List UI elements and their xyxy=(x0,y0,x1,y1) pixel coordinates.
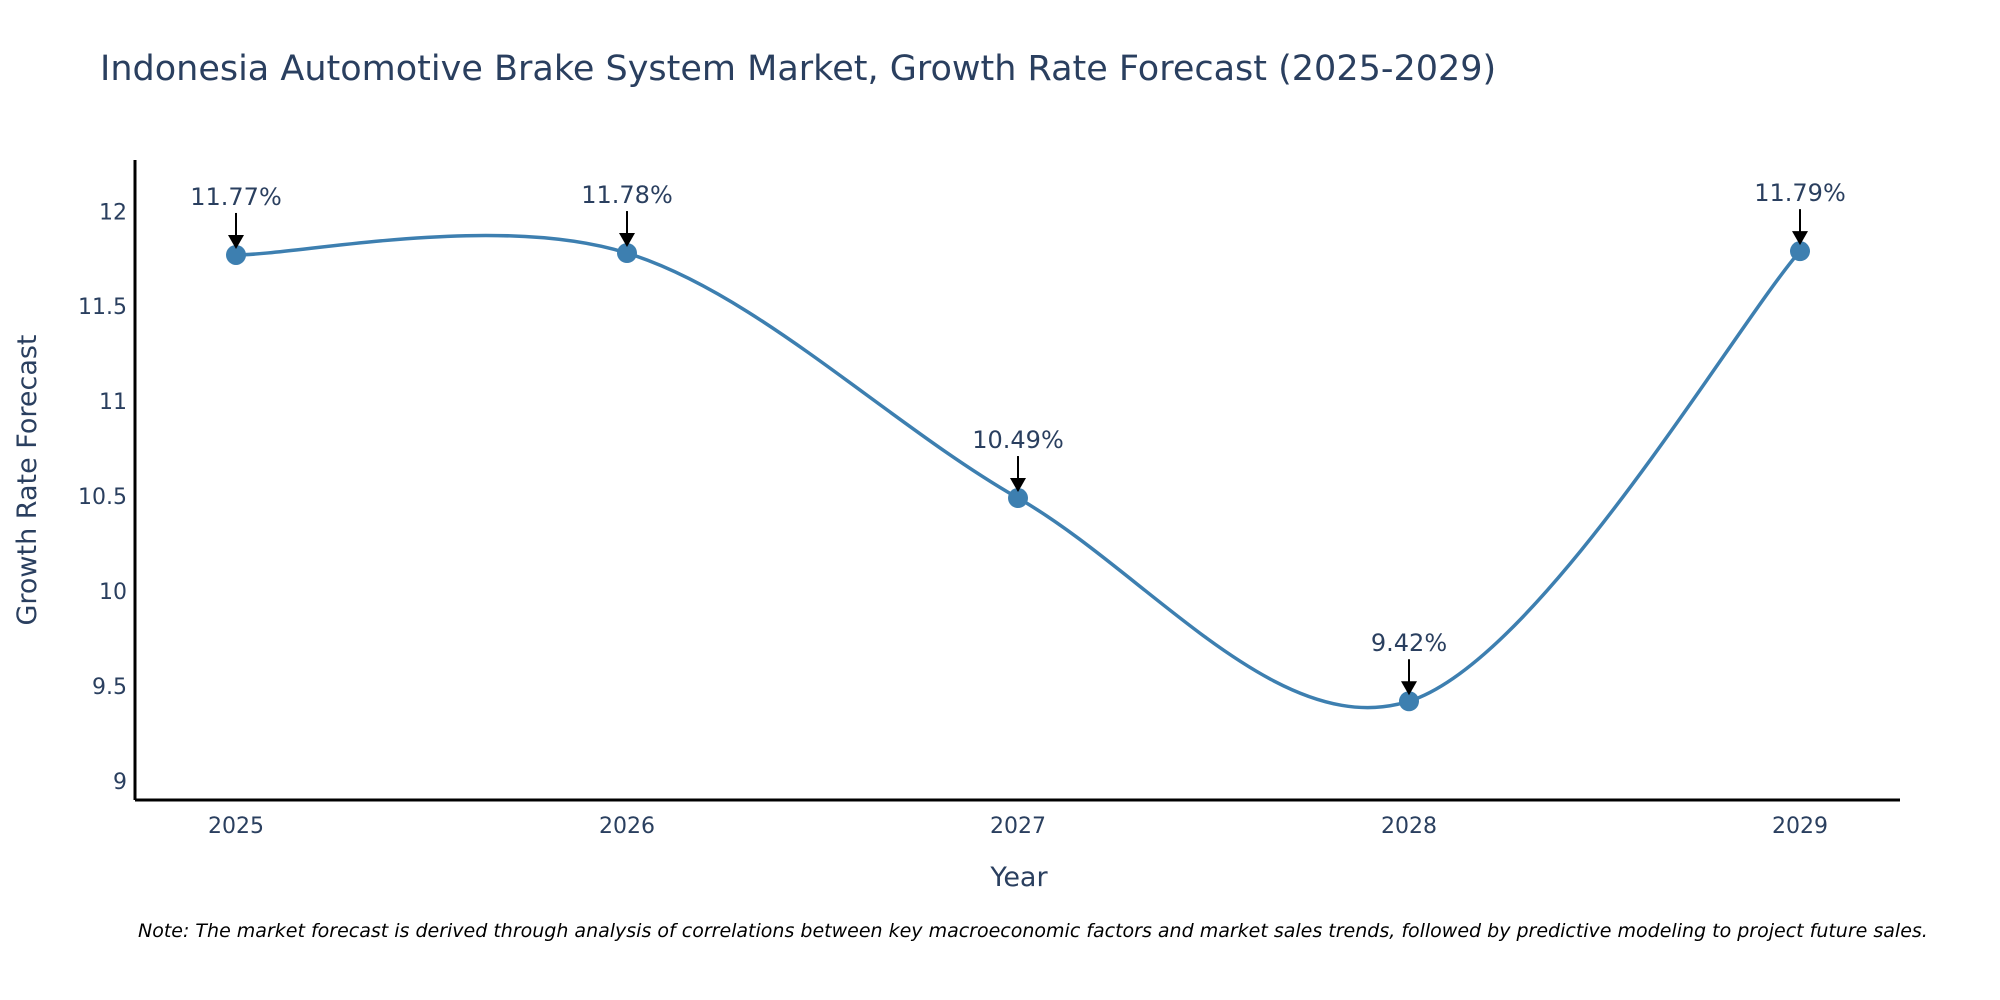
y-tick-label: 11 xyxy=(99,390,127,415)
annotation-arrow-head xyxy=(1792,231,1808,246)
y-tick-label: 9 xyxy=(113,770,127,795)
data-label: 11.78% xyxy=(581,181,673,209)
annotation-arrow-head xyxy=(1010,478,1026,493)
data-label: 10.49% xyxy=(972,426,1064,454)
data-label: 9.42% xyxy=(1371,629,1447,657)
data-point xyxy=(226,244,246,265)
data-point xyxy=(1008,488,1028,509)
x-axis-title: Year xyxy=(989,862,1048,893)
x-tick-label: 2026 xyxy=(599,814,655,839)
chart-title: Indonesia Automotive Brake System Market… xyxy=(100,49,1496,89)
annotation-arrow-head xyxy=(619,233,635,248)
x-tick-label: 2028 xyxy=(1381,814,1437,839)
annotation-arrow-head xyxy=(228,234,244,249)
y-tick-label: 12 xyxy=(99,200,127,225)
data-label: 11.77% xyxy=(190,183,282,211)
y-tick-label: 9.5 xyxy=(92,675,127,700)
growth-rate-line xyxy=(235,233,1802,710)
data-point xyxy=(1790,241,1810,262)
y-tick-label: 11.5 xyxy=(78,295,127,320)
annotation-arrow-head xyxy=(1401,681,1417,696)
forecast-note: Note: The market forecast is derived thr… xyxy=(138,920,1928,942)
y-tick-label: 10.5 xyxy=(78,485,127,510)
data-label: 11.79% xyxy=(1754,179,1846,207)
x-tick-label: 2029 xyxy=(1772,814,1828,839)
y-tick-label: 10 xyxy=(99,580,127,605)
x-tick-label: 2027 xyxy=(990,814,1046,839)
data-point xyxy=(617,243,637,264)
y-axis-title: Growth Rate Forecast xyxy=(12,334,43,625)
x-tick-label: 2025 xyxy=(208,814,264,839)
data-point xyxy=(1399,691,1419,712)
